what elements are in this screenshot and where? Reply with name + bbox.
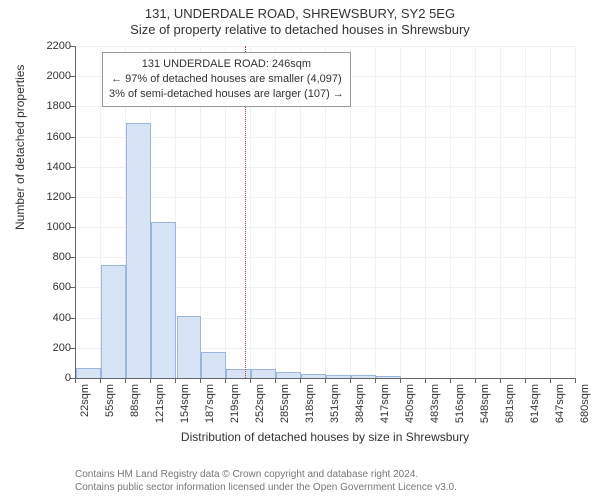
histogram-bar — [151, 222, 176, 378]
histogram-bar — [251, 369, 276, 378]
gridline-vertical — [575, 46, 576, 378]
gridline-vertical — [500, 46, 501, 378]
x-tick-label: 22sqm — [79, 384, 91, 417]
x-axis-label: Distribution of detached houses by size … — [75, 430, 575, 444]
gridline-vertical — [475, 46, 476, 378]
x-tick-label: 351sqm — [329, 384, 341, 423]
y-tick-label: 1000 — [47, 221, 75, 233]
x-tick-label: 516sqm — [454, 384, 466, 423]
x-tick-label: 121sqm — [154, 384, 166, 423]
y-axis-line — [75, 46, 76, 378]
x-tick-label: 581sqm — [504, 384, 516, 423]
x-tick-mark — [575, 378, 576, 383]
x-tick-label: 548sqm — [479, 384, 491, 423]
y-tick-label: 1600 — [47, 131, 75, 143]
gridline-vertical — [450, 46, 451, 378]
y-tick-label: 2200 — [47, 40, 75, 52]
x-tick-label: 483sqm — [429, 384, 441, 423]
histogram-bar — [201, 352, 226, 378]
histogram-bar — [226, 369, 251, 378]
histogram-bar — [76, 368, 101, 378]
x-tick-label: 384sqm — [354, 384, 366, 423]
x-axis-line — [75, 378, 575, 379]
histogram-bar — [177, 316, 202, 378]
y-tick-label: 400 — [53, 312, 75, 324]
x-tick-label: 614sqm — [529, 384, 541, 423]
x-tick-label: 55sqm — [104, 384, 116, 417]
gridline-vertical — [375, 46, 376, 378]
y-tick-label: 200 — [53, 342, 75, 354]
x-tick-label: 252sqm — [254, 384, 266, 423]
x-tick-label: 318sqm — [304, 384, 316, 423]
address-line: 131, UNDERDALE ROAD, SHREWSBURY, SY2 5EG — [0, 6, 600, 22]
gridline-vertical — [550, 46, 551, 378]
y-tick-label: 1800 — [47, 100, 75, 112]
x-tick-label: 647sqm — [554, 384, 566, 423]
x-tick-label: 450sqm — [404, 384, 416, 423]
y-axis-label: Number of detached properties — [13, 190, 27, 230]
histogram-bar — [126, 123, 151, 378]
y-tick-label: 600 — [53, 281, 75, 293]
annotation-line: ← 97% of detached houses are smaller (4,… — [109, 72, 344, 87]
chart-header: 131, UNDERDALE ROAD, SHREWSBURY, SY2 5EG… — [0, 0, 600, 39]
y-tick-label: 800 — [53, 251, 75, 263]
gridline-vertical — [425, 46, 426, 378]
x-tick-label: 680sqm — [579, 384, 591, 423]
annotation-line: 131 UNDERDALE ROAD: 246sqm — [109, 57, 344, 72]
gridline-vertical — [525, 46, 526, 378]
x-tick-label: 154sqm — [179, 384, 191, 423]
x-tick-label: 187sqm — [204, 384, 216, 423]
y-tick-label: 1400 — [47, 161, 75, 173]
x-tick-label: 285sqm — [279, 384, 291, 423]
footer-line-2: Contains public sector information licen… — [75, 481, 457, 494]
annotation-line: 3% of semi-detached houses are larger (1… — [109, 87, 344, 102]
histogram-bar — [101, 265, 126, 378]
y-tick-label: 1200 — [47, 191, 75, 203]
subtitle: Size of property relative to detached ho… — [0, 22, 600, 38]
attribution-footer: Contains HM Land Registry data © Crown c… — [75, 468, 457, 494]
y-tick-label: 0 — [65, 372, 75, 384]
gridline-vertical — [400, 46, 401, 378]
footer-line-1: Contains HM Land Registry data © Crown c… — [75, 468, 457, 481]
x-tick-label: 417sqm — [379, 384, 391, 423]
y-tick-label: 2000 — [47, 70, 75, 82]
marker-annotation: 131 UNDERDALE ROAD: 246sqm← 97% of detac… — [102, 52, 351, 107]
x-tick-label: 219sqm — [229, 384, 241, 423]
x-tick-label: 88sqm — [129, 384, 141, 417]
